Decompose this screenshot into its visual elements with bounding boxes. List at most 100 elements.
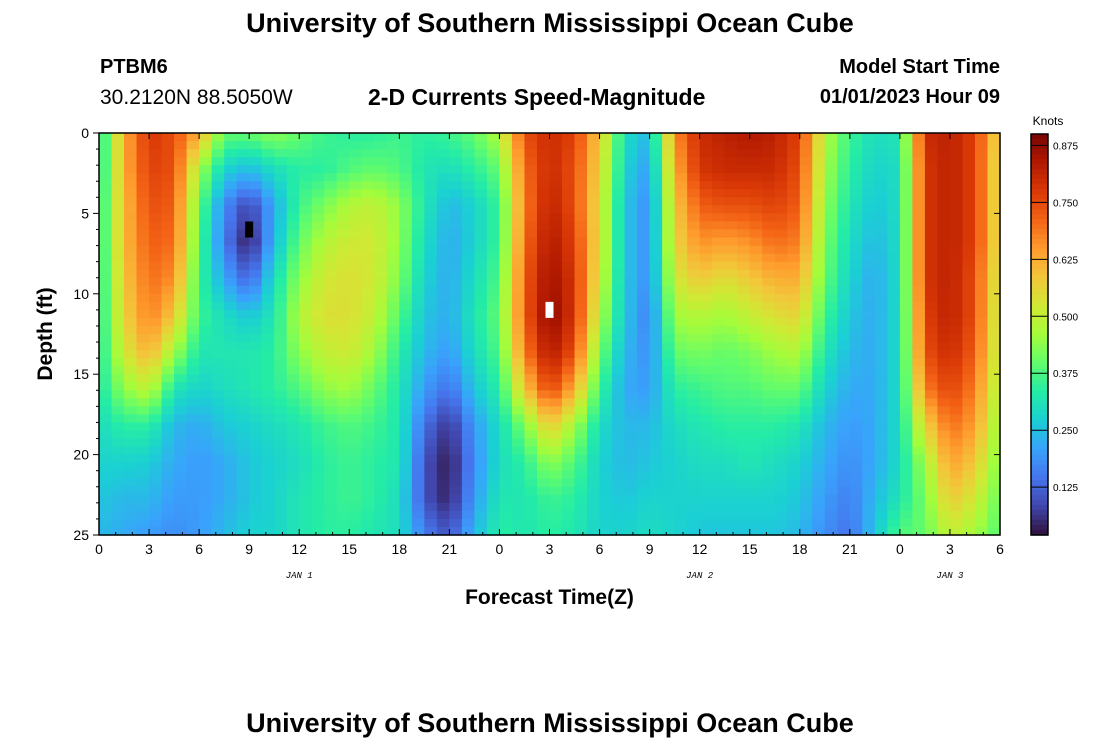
heatmap-cell (486, 350, 501, 359)
heatmap-cell (712, 317, 726, 327)
heatmap-cell (974, 165, 989, 174)
heatmap-cell (837, 462, 851, 472)
heatmap-cell (937, 269, 951, 279)
heatmap-cell (787, 406, 801, 415)
heatmap-cell (186, 350, 200, 359)
heatmap-cell (612, 133, 626, 142)
heatmap-cell (937, 414, 951, 424)
colorbar-swatch (1031, 324, 1048, 331)
heatmap-cell (737, 438, 751, 448)
heatmap-cell (274, 173, 288, 182)
heatmap-cell (899, 317, 913, 327)
heatmap-cell (449, 462, 463, 472)
heatmap-cell (574, 309, 588, 319)
y-axis-label: Depth (ft) (34, 287, 57, 380)
heatmap-cell (724, 390, 738, 399)
heatmap-cell (937, 245, 951, 255)
heatmap-cell (399, 470, 413, 480)
heatmap-cell (311, 414, 325, 424)
heatmap-cell (461, 189, 476, 198)
heatmap-cell (99, 518, 113, 528)
heatmap-cell (812, 237, 826, 247)
heatmap-cell (874, 374, 888, 383)
heatmap-cell (937, 165, 951, 174)
heatmap-cell (186, 221, 200, 231)
heatmap-cell (574, 526, 588, 536)
heatmap-cell (474, 398, 488, 407)
heatmap-cell (662, 197, 676, 206)
heatmap-cell (562, 382, 576, 391)
heatmap-cell (749, 253, 763, 263)
heatmap-cell (186, 342, 200, 351)
heatmap-cell (974, 382, 989, 391)
heatmap-cell (562, 454, 576, 464)
heatmap-cell (762, 422, 776, 432)
heatmap-cell (949, 470, 964, 480)
heatmap-cell (374, 293, 388, 303)
heatmap-cell (574, 350, 588, 359)
heatmap-cell (111, 245, 125, 255)
heatmap-cell (749, 454, 763, 464)
heatmap-cell (974, 301, 989, 311)
heatmap-cell (161, 269, 175, 279)
heatmap-cell (949, 221, 964, 231)
heatmap-cell (962, 189, 976, 198)
heatmap-cell (536, 245, 551, 255)
heatmap-cell (136, 382, 150, 391)
heatmap-cell (436, 454, 450, 464)
heatmap-cell (587, 261, 601, 271)
chart-subtitle: 2-D Currents Speed-Magnitude (368, 84, 706, 110)
heatmap-cell (937, 141, 951, 150)
heatmap-cell (186, 446, 200, 456)
heatmap-cell (662, 518, 676, 528)
heatmap-cell (461, 213, 476, 223)
heatmap-cell (149, 237, 163, 247)
heatmap-cell (812, 301, 826, 311)
heatmap-cell (399, 189, 413, 198)
heatmap-cell (687, 245, 701, 255)
heatmap-cell (924, 133, 939, 142)
heatmap-cell (837, 317, 851, 327)
heatmap-cell (411, 478, 425, 488)
heatmap-cell (149, 309, 163, 319)
heatmap-cell (486, 229, 501, 239)
heatmap-cell (587, 221, 601, 231)
heatmap-cell (236, 438, 250, 448)
heatmap-cell (799, 277, 813, 287)
heatmap-cell (349, 229, 363, 239)
heatmap-cell (737, 205, 751, 214)
heatmap-cell (987, 494, 1001, 504)
heatmap-cell (662, 133, 676, 142)
heatmap-cell (336, 334, 350, 343)
heatmap-cell (149, 454, 163, 464)
heatmap-cell (637, 526, 651, 536)
heatmap-cell (224, 237, 238, 247)
heatmap-cell (599, 317, 613, 327)
heatmap-cell (161, 293, 175, 303)
colorbar-tick-label: 0.250 (1053, 426, 1078, 437)
heatmap-cell (449, 277, 463, 287)
heatmap-cell (99, 309, 113, 319)
heatmap-cell (136, 149, 150, 158)
heatmap-cell (887, 422, 901, 432)
heatmap-cell (787, 510, 801, 520)
heatmap-cell (99, 261, 113, 271)
heatmap-chart: 0 3 6 9 12 15 18 21 0 3 6 9 12 15 18 21 0 3 60510152025JAN… (34, 114, 1078, 609)
heatmap-cell (562, 374, 576, 383)
heatmap-cell (474, 205, 488, 214)
heatmap-cell (286, 494, 300, 504)
heatmap-cell (399, 237, 413, 247)
heatmap-cell (261, 366, 275, 375)
heatmap-cell (637, 366, 651, 375)
heatmap-cell (324, 438, 338, 448)
heatmap-cell (261, 229, 275, 239)
heatmap-cell (687, 181, 701, 190)
heatmap-cell (874, 253, 888, 263)
heatmap-cell (449, 229, 463, 239)
heatmap-cell (211, 342, 225, 351)
heatmap-cell (949, 213, 964, 223)
heatmap-cell (536, 157, 551, 166)
heatmap-cell (562, 422, 576, 432)
heatmap-cell (712, 510, 726, 520)
heatmap-cell (924, 422, 939, 432)
